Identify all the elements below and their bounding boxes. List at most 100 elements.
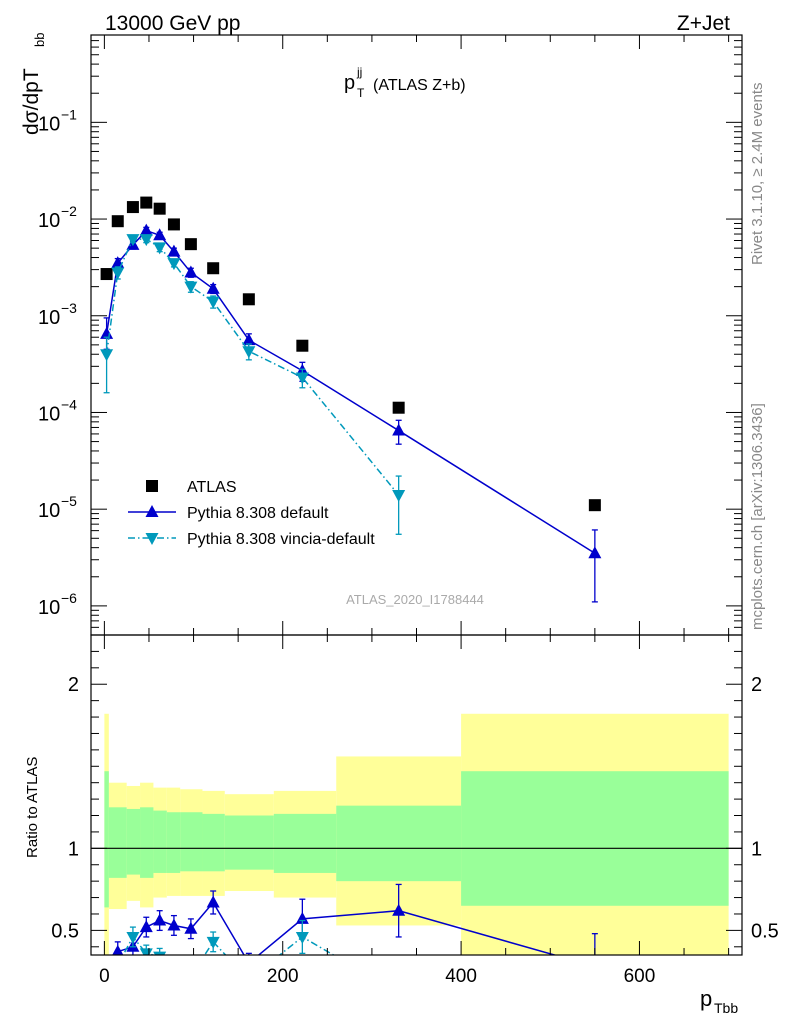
- ratio-point-default: [167, 918, 181, 931]
- header-right: Z+Jet: [677, 12, 730, 35]
- main-ylabel-sub: bb: [32, 33, 47, 47]
- legend-marker-atlas: [146, 480, 158, 492]
- legend-label: Pythia 8.308 vincia-default: [187, 531, 375, 548]
- data-point-default: [139, 223, 153, 236]
- band-green: [202, 813, 225, 872]
- ratio-y-tick-label: 2: [68, 674, 79, 696]
- ratio-point-default: [153, 913, 167, 926]
- x-tick-label: 0: [99, 966, 110, 987]
- data-point-vincia: [126, 234, 140, 247]
- y-tick-label-exp: −6: [61, 590, 77, 606]
- data-point-atlas: [588, 499, 601, 512]
- data-point-atlas: [167, 218, 180, 231]
- ratio-point-default: [139, 920, 153, 933]
- ratio-point-default: [295, 911, 309, 924]
- data-point-default: [242, 333, 256, 346]
- ratio-point-vincia: [139, 948, 153, 955]
- main-plot-layer: [100, 196, 602, 603]
- data-point-vincia: [100, 349, 114, 362]
- ratio-point-default: [588, 959, 601, 971]
- ratio-point-vincia: [392, 988, 405, 1000]
- ratio-ylabel: Ratio to ATLAS: [24, 757, 41, 858]
- ratio-point-default: [392, 903, 406, 916]
- data-point-atlas: [111, 215, 124, 228]
- band-green: [153, 810, 167, 873]
- ratio-y-tick-label: 1: [68, 838, 79, 860]
- band-green: [140, 807, 154, 878]
- data-point-default: [206, 281, 220, 294]
- y-tick-label-exp: −1: [61, 106, 77, 122]
- data-point-default: [167, 244, 181, 257]
- legend: ATLAS Pythia 8.308 default Pythia 8.308 vi…: [128, 479, 375, 548]
- y-tick-label-exp: −3: [61, 300, 77, 316]
- ratio-point-default: [112, 944, 124, 955]
- data-point-atlas: [392, 401, 405, 414]
- data-point-atlas: [296, 339, 309, 352]
- ratio-point-vincia: [206, 936, 220, 949]
- series-line: [105, 238, 400, 496]
- band-green: [336, 805, 462, 882]
- data-point-atlas: [207, 262, 220, 275]
- data-point-atlas: [140, 196, 153, 209]
- data-point-vincia: [295, 372, 309, 385]
- ratio-plot-layer: [111, 883, 601, 1000]
- ratio-point-vincia: [242, 975, 255, 987]
- y-tick-label-exp: −4: [61, 396, 77, 412]
- xlabel-sub: Tbb: [714, 1000, 738, 1016]
- series-line: [105, 229, 596, 554]
- legend-marker-default: [145, 505, 159, 517]
- legend-label: ATLAS: [187, 479, 237, 496]
- data-point-default: [392, 423, 406, 436]
- data-point-vincia: [392, 490, 406, 503]
- y-tick-label: 10: [38, 500, 60, 522]
- rivet-label: Rivet 3.1.10, ≥ 2.4M events: [749, 83, 766, 266]
- main-title-rest: (ATLAS Z+b): [373, 77, 466, 94]
- ratio-point-vincia: [167, 963, 180, 975]
- main-title-sub: T: [357, 86, 365, 100]
- ratio-y-tick-label-right: 1: [751, 838, 762, 860]
- band-green: [461, 771, 729, 906]
- ratio-point-default: [206, 895, 220, 908]
- data-point-atlas: [126, 201, 139, 214]
- band-green: [108, 807, 127, 878]
- y-tick-label: 10: [38, 210, 60, 232]
- data-point-default: [184, 265, 198, 278]
- analysis-watermark: ATLAS_2020_I1788444: [346, 592, 484, 607]
- main-title: p: [344, 72, 355, 94]
- y-tick-label-exp: −2: [61, 203, 77, 219]
- ratio-y-tick-label: 0.5: [51, 920, 79, 942]
- band-green: [166, 812, 181, 873]
- data-point-default: [588, 546, 602, 559]
- x-tick-label: 600: [624, 966, 656, 987]
- ratio-point-vincia: [184, 971, 197, 983]
- main-ylabel: dσ/dpT bb: [20, 33, 47, 135]
- data-point-vincia: [111, 267, 125, 280]
- x-tick-label: 400: [445, 966, 477, 987]
- ratio-point-vincia: [111, 960, 124, 972]
- band-green: [180, 812, 203, 872]
- data-point-atlas: [242, 293, 255, 306]
- ratio-y-tick-label-right: 2: [751, 674, 762, 696]
- data-point-vincia: [184, 281, 198, 294]
- y-tick-label: 10: [38, 307, 60, 329]
- y-tick-label: 10: [38, 113, 60, 135]
- legend-marker-vincia: [145, 533, 159, 545]
- y-tick-label-exp: −5: [61, 493, 77, 509]
- data-point-vincia: [167, 258, 181, 271]
- data-point-vincia: [206, 296, 220, 309]
- band-green: [224, 815, 274, 870]
- band-green: [273, 813, 337, 873]
- ratio-uncertainty-bands: [91, 713, 742, 955]
- data-point-vincia: [153, 242, 167, 255]
- y-tick-label: 10: [38, 403, 60, 425]
- data-point-vincia: [139, 234, 153, 247]
- ratio-point-vincia: [153, 951, 167, 955]
- data-point-atlas: [184, 238, 197, 251]
- y-tick-label: 10: [38, 597, 60, 619]
- main-ylabel-text: dσ/dpT: [20, 68, 43, 135]
- header-left: 13000 GeV pp: [105, 12, 240, 35]
- mcplots-label: mcplots.cern.ch [arXiv:1306.3436]: [749, 403, 766, 630]
- data-point-atlas: [100, 268, 113, 281]
- ratio-point-default: [184, 921, 198, 934]
